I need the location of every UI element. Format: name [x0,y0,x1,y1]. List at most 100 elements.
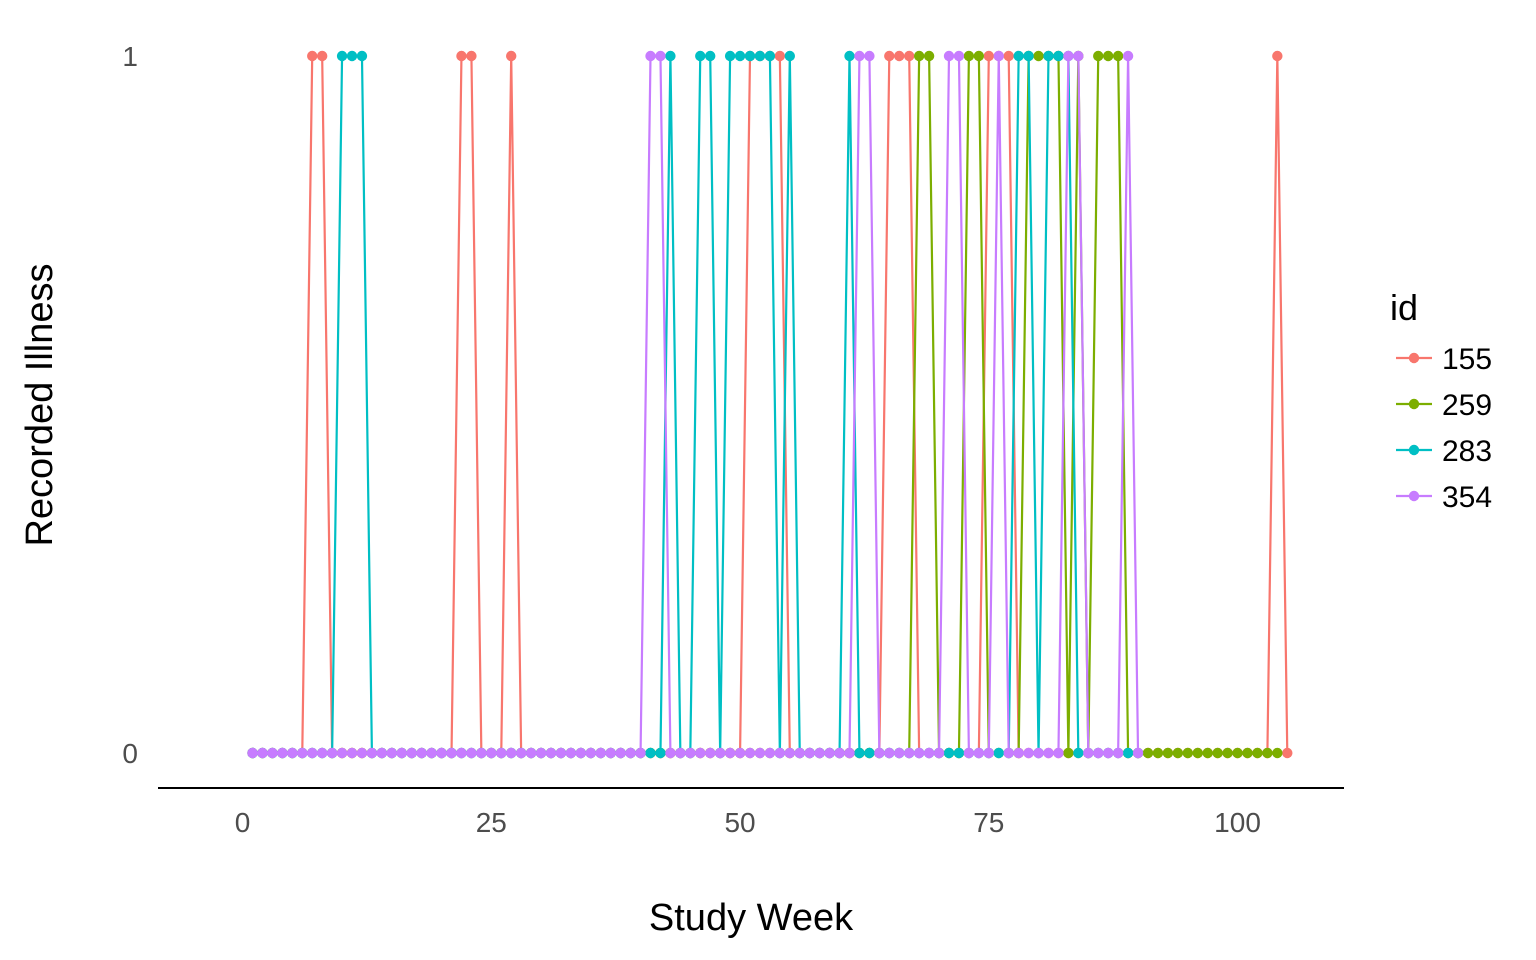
data-point [386,747,398,759]
data-point [316,50,328,62]
data-point [675,747,686,759]
data-point [744,50,756,62]
data-point [943,747,955,759]
data-point [943,50,955,62]
data-point [456,747,467,759]
data-point [1013,50,1024,62]
data-point [267,747,278,759]
data-point [1122,747,1134,759]
data-point [724,50,736,62]
legend-item: 155 [1396,343,1492,376]
data-point [506,50,517,62]
data-point [1152,747,1164,759]
data-point [605,747,616,759]
series-354 [247,50,1144,759]
data-point [894,747,905,759]
data-point [1212,747,1223,759]
plot-area [247,50,1293,759]
data-point [744,747,756,759]
data-point [685,747,696,759]
data-point [615,747,626,759]
data-point [535,747,547,759]
x-axis-ticks: 0 25 50 75 100 [235,807,1261,838]
x-tick-label: 100 [1214,807,1261,838]
data-point [1112,747,1124,759]
data-point [884,747,895,759]
data-point [844,747,855,759]
legend-item: 283 [1396,435,1492,468]
data-point [297,747,308,759]
data-point [904,50,915,62]
legend: id 155 259 283 354 [1390,287,1492,514]
data-point [1132,747,1144,759]
data-point [366,747,378,759]
data-point [326,747,338,759]
data-point [784,747,795,759]
data-point [854,747,865,759]
data-point [247,747,258,759]
data-point [913,747,925,759]
data-point [923,50,935,62]
data-point [316,747,328,759]
data-point [695,50,706,62]
data-point [963,50,975,62]
data-point [1093,747,1104,759]
data-point [1262,747,1273,759]
data-point [515,747,527,759]
data-point [993,50,1004,62]
data-point [705,747,716,759]
data-point [774,50,786,62]
data-point [456,50,467,62]
data-point [406,747,417,759]
data-point [1013,747,1024,759]
data-point [754,50,766,62]
data-point [1043,747,1054,759]
series-283 [247,50,1144,759]
legend-title: id [1390,287,1418,328]
x-axis-title: Study Week [649,897,854,939]
data-point [1023,747,1034,759]
data-point [1053,50,1064,62]
data-point [645,50,656,62]
series-line [252,54,1139,755]
data-point [1063,747,1074,759]
legend-key-point [1408,490,1420,502]
data-point [1003,747,1014,759]
data-point [1192,747,1203,759]
data-point [1272,50,1283,62]
data-point [575,747,587,759]
data-point [595,747,606,759]
x-tick-label: 25 [476,807,507,838]
y-tick-label: 0 [122,738,138,769]
legend-label: 354 [1442,481,1492,514]
data-point [913,50,925,62]
data-point [416,747,427,759]
legend-label: 283 [1442,435,1492,468]
data-point [884,50,895,62]
data-point [724,747,736,759]
data-point [1023,50,1034,62]
data-point [963,747,975,759]
data-point [555,747,567,759]
data-point [784,50,795,62]
data-point [933,747,945,759]
data-point [814,747,825,759]
data-point [476,747,487,759]
data-point [1242,747,1253,759]
data-point [287,747,298,759]
data-point [665,50,676,62]
y-axis-ticks: 01 [122,41,138,769]
data-point [436,747,447,759]
data-point [734,50,746,62]
x-tick-label: 50 [724,807,755,838]
data-point [525,747,537,759]
data-point [874,747,885,759]
data-point [714,747,726,759]
data-point [953,747,965,759]
data-point [665,747,676,759]
data-point [1162,747,1174,759]
x-tick-label: 75 [973,807,1004,838]
data-point [764,50,776,62]
data-point [754,747,766,759]
data-point [356,747,368,759]
